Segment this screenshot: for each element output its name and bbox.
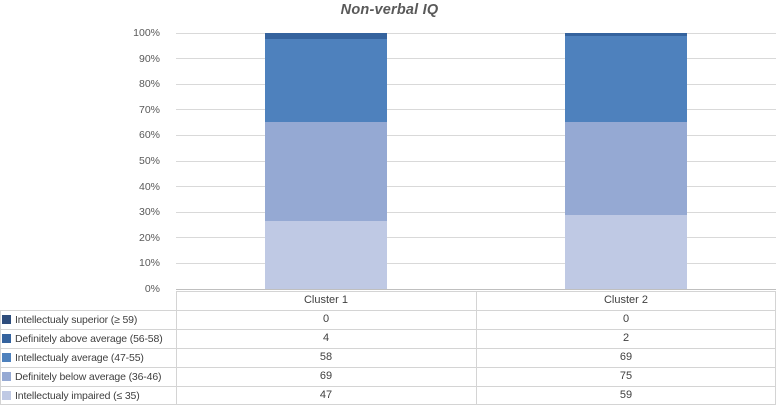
table-border-v (0, 310, 1, 405)
x-axis-line (176, 288, 776, 290)
y-tick-label: 10% (138, 257, 160, 270)
table-border-h (0, 348, 776, 349)
legend-swatch (2, 391, 11, 400)
table-value-cell: 59 (619, 389, 633, 401)
table-border-h (0, 310, 776, 311)
legend-item: Intellectualy superior (≥ 59) (0, 310, 176, 329)
legend-swatch (2, 315, 11, 324)
legend-swatch (2, 372, 11, 381)
y-tick-label: 70% (138, 103, 160, 116)
table-value-cell: 69 (319, 370, 333, 382)
legend-item: Intellectualy average (47-55) (0, 348, 176, 367)
table-border-v (176, 291, 177, 405)
table-value-cell: 0 (322, 313, 330, 325)
table-value-cell: 2 (622, 332, 630, 344)
table-header-cluster-2: Cluster 2 (603, 294, 649, 306)
bar-segment (565, 121, 687, 216)
y-tick-label: 50% (138, 155, 160, 167)
legend-swatch (2, 353, 11, 362)
bar-segment (265, 221, 387, 289)
y-tick-label: 20% (138, 231, 160, 244)
legend-item: Intellectualy impaired (≤ 35) (0, 386, 176, 405)
gridline (176, 160, 776, 162)
gridline (176, 32, 776, 34)
table-value-cell: 58 (319, 351, 333, 363)
gridline (176, 58, 776, 60)
gridline (176, 237, 776, 239)
table-value-cell: 75 (619, 370, 633, 382)
legend-label: Definitely above average (56-58) (15, 332, 163, 345)
bar-segment (265, 122, 387, 222)
table-value-cell: 69 (619, 351, 633, 363)
gridline (176, 83, 776, 85)
bar-segment (565, 33, 687, 36)
legend-label: Definitely below average (36-46) (15, 370, 162, 383)
table-value-cell: 4 (322, 332, 330, 344)
table-value-cell: 47 (319, 389, 333, 401)
y-tick-label: 0% (144, 283, 160, 295)
chart-title: Non-verbal IQ (340, 2, 439, 18)
table-border-h (0, 367, 776, 368)
stacked-bar-1 (265, 33, 387, 289)
table-header-cluster-1: Cluster 1 (303, 294, 349, 306)
gridline (176, 186, 776, 188)
gridline (176, 109, 776, 111)
legend-label: Intellectualy average (47-55) (15, 351, 144, 364)
bar-segment (265, 38, 387, 123)
bar-segment (565, 35, 687, 122)
gridline (176, 211, 776, 213)
y-tick-label: 40% (138, 180, 160, 193)
table-border-h (0, 386, 776, 387)
bar-segment (265, 33, 387, 39)
legend-label: Intellectualy superior (≥ 59) (15, 313, 138, 326)
table-border-v (775, 291, 776, 405)
table-border-h (0, 329, 776, 330)
legend-swatch (2, 334, 11, 343)
stacked-bar-2 (565, 33, 687, 289)
table-value-cell: 0 (622, 313, 630, 325)
legend-item: Definitely above average (56-58) (0, 329, 176, 348)
legend-item: Definitely below average (36-46) (0, 367, 176, 386)
gridline (176, 134, 776, 136)
bar-segment (565, 215, 687, 289)
gridline (176, 262, 776, 264)
y-tick-label: 100% (133, 27, 160, 39)
legend-label: Intellectualy impaired (≤ 35) (15, 389, 140, 402)
table-border-v (476, 291, 477, 405)
y-tick-label: 30% (138, 206, 160, 219)
y-tick-label: 90% (138, 52, 160, 65)
y-tick-label: 80% (138, 78, 160, 91)
y-tick-label: 60% (138, 129, 160, 142)
